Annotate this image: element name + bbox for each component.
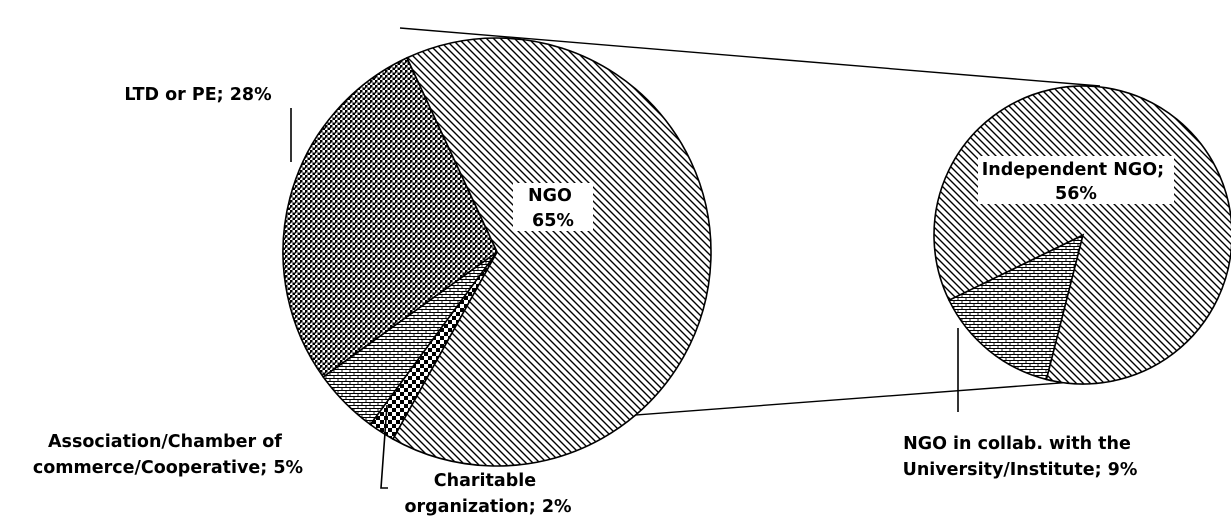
secondary-pie [933,85,1231,385]
label-ngo-collab: NGO in collab. with the University/Insti… [903,434,1138,480]
label-charitable: Charitable organization; 2% [404,471,571,517]
ngo-label-bg [513,183,593,231]
connector-line-top [399,27,1101,87]
main-pie [282,37,712,467]
independent-label-bg [978,156,1174,204]
label-independent-ngo: Independent NGO; 56% [982,160,1171,204]
label-ngo: NGO 65% [528,186,578,231]
label-ltd: LTD or PE; 28% [124,85,271,105]
pie-slice-collab [947,233,1085,381]
leader-line-charitable [380,404,388,489]
leader-lines [290,108,959,489]
label-association: Association/Chamber of commerce/Cooperat… [33,432,303,478]
data-labels: LTD or PE; 28% NGO 65% Association/Chamb… [33,85,1171,517]
pie-slice-ngo [391,37,712,467]
pie-slice-ltd [282,56,499,378]
